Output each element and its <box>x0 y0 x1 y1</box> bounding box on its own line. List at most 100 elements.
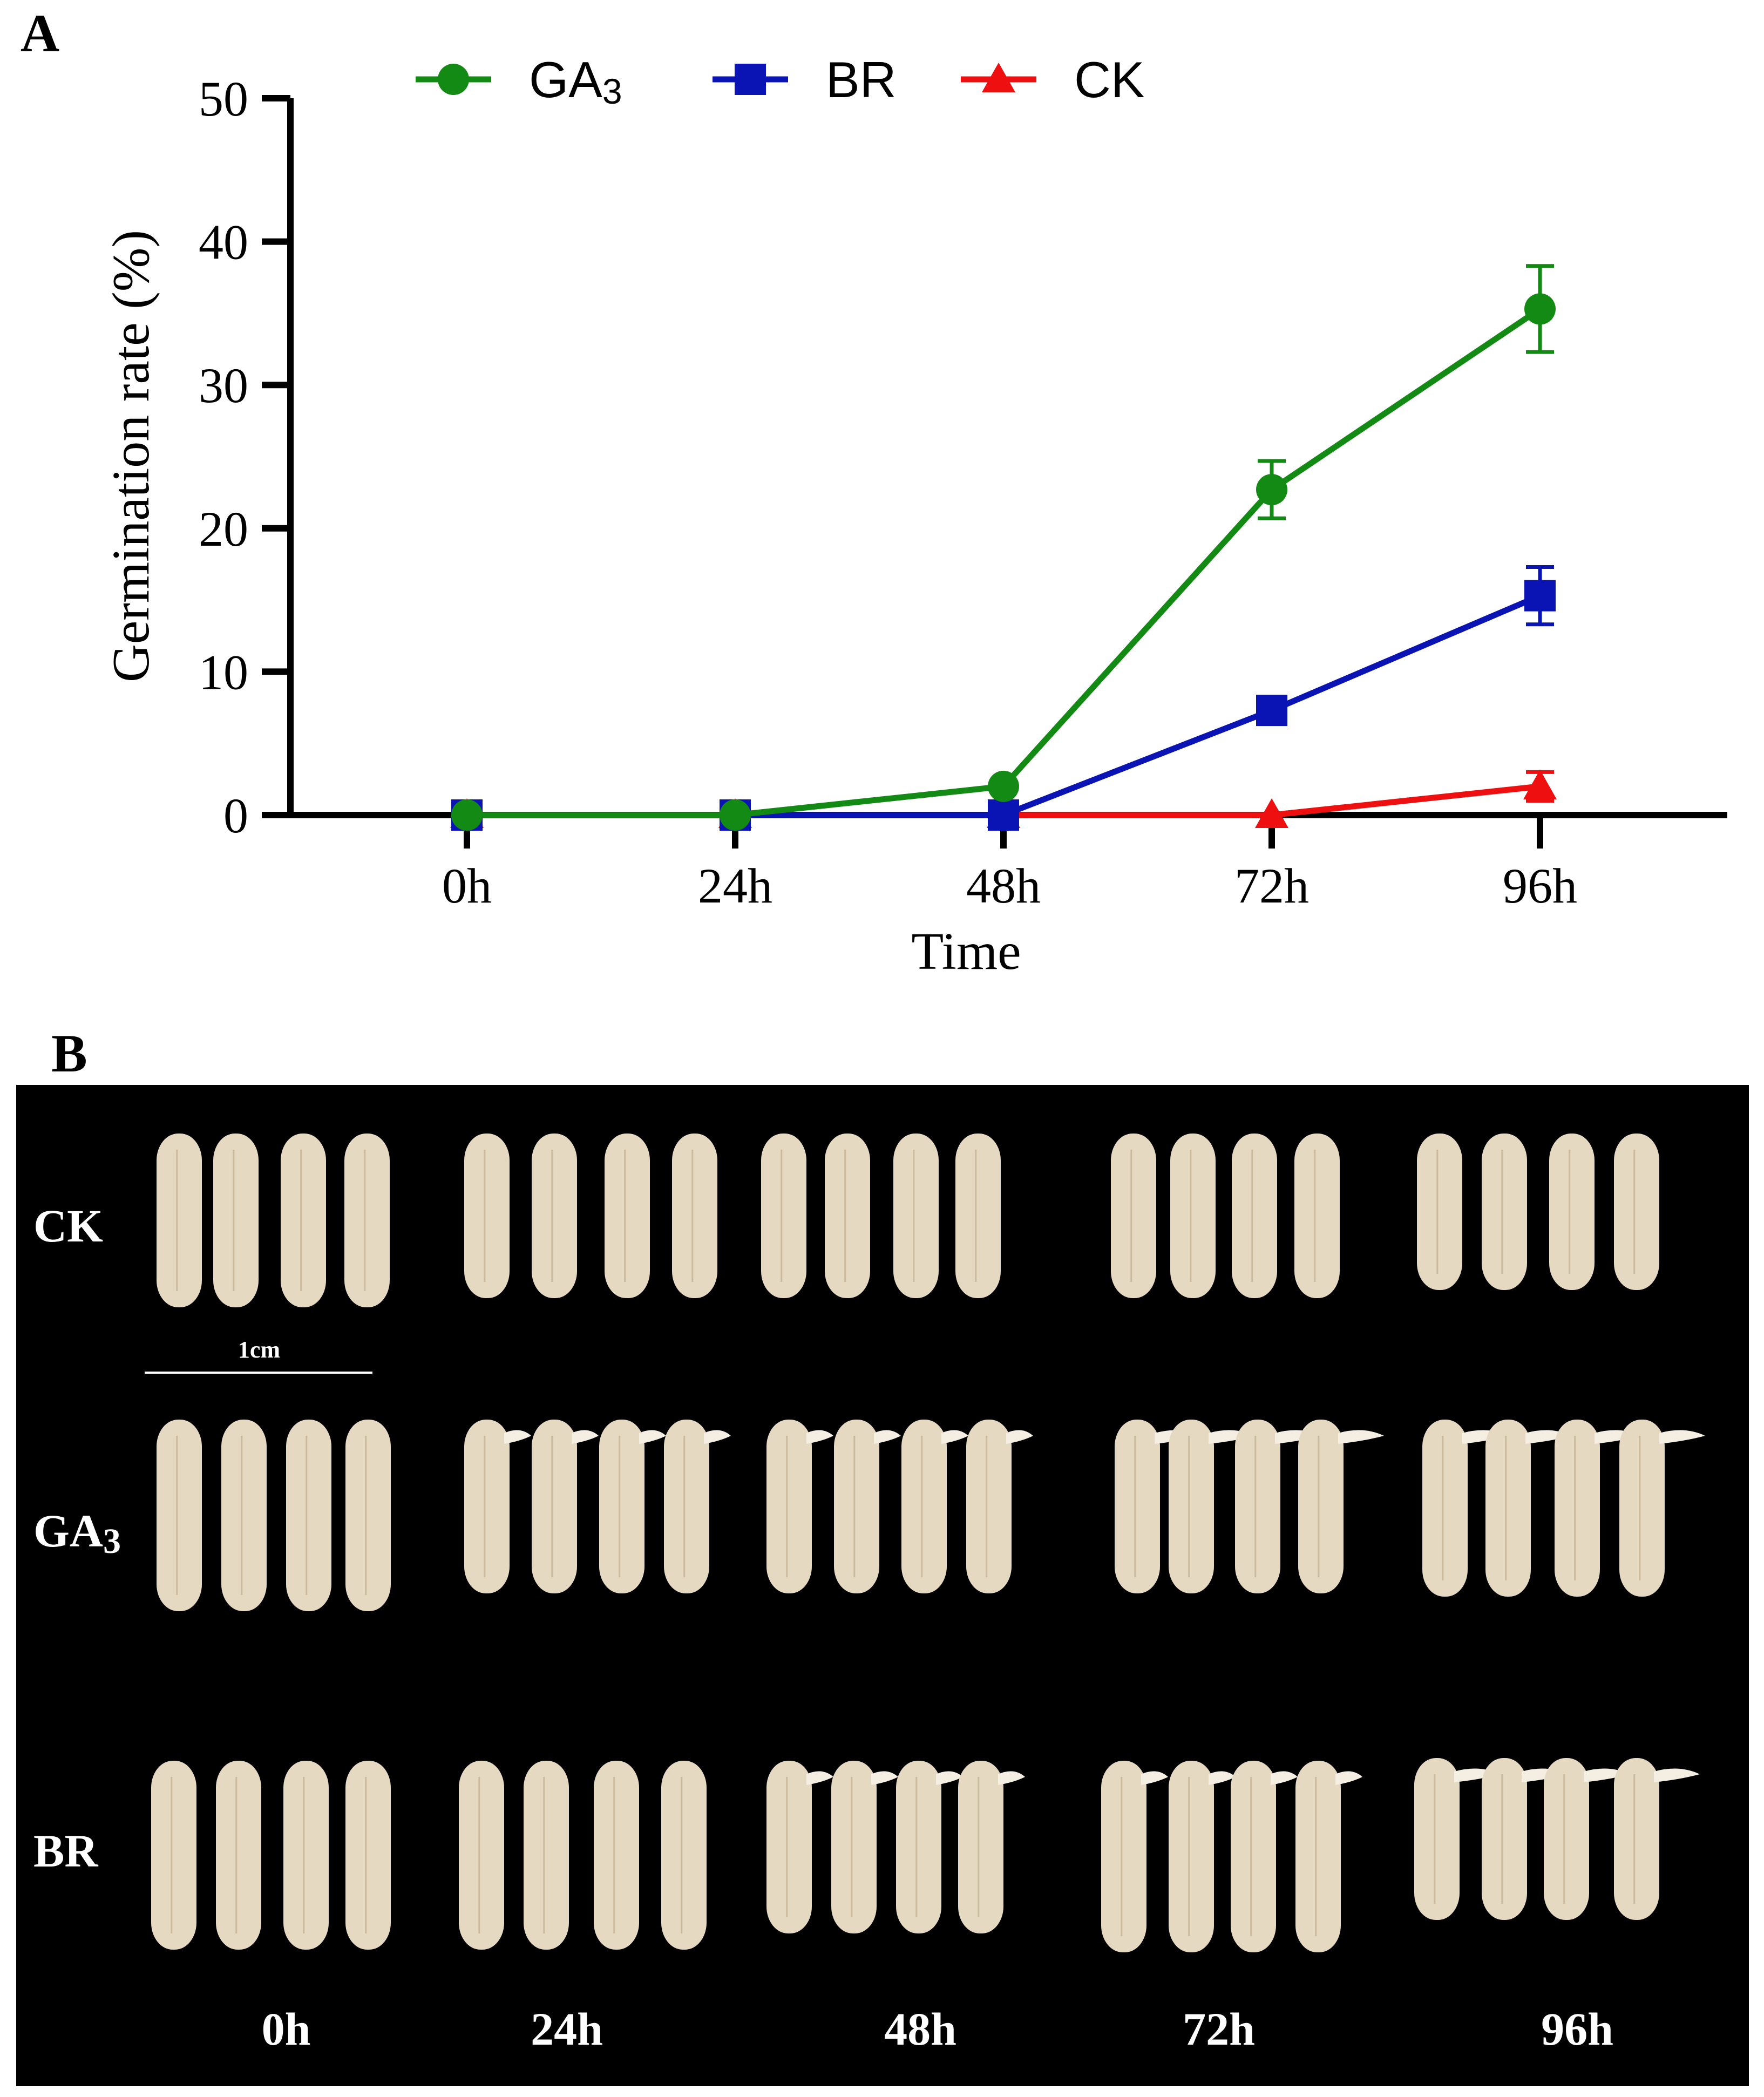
rice-grain <box>1614 1134 1659 1290</box>
grain-row-br <box>151 1758 1700 1952</box>
grain-body <box>1485 1420 1531 1597</box>
rice-grain <box>605 1134 650 1298</box>
legend-label-br-main: BR <box>826 51 897 108</box>
seed-photo-panel: CK GA3 BR 0h 24h 48h 72h 96h 1cm <box>16 1085 1749 2086</box>
rice-grain <box>345 1761 391 1950</box>
x-tick-label: 48h <box>966 858 1041 913</box>
grain-sprout <box>871 1771 898 1785</box>
x-tick-label: 24h <box>698 858 772 913</box>
time-label: 72h <box>1183 2003 1255 2055</box>
grain-body <box>213 1134 259 1307</box>
grain-body <box>524 1761 569 1950</box>
grain-sprout <box>1271 1771 1298 1785</box>
legend-label-ga3: GA3 <box>529 51 622 111</box>
x-tick-label: 0h <box>442 858 492 913</box>
grain-body <box>532 1134 577 1298</box>
grain-body <box>1115 1420 1160 1593</box>
rice-grain <box>966 1420 1033 1593</box>
rice-grain <box>464 1134 510 1298</box>
x-tick-label: 72h <box>1234 858 1309 913</box>
legend-label-ck: CK <box>1074 51 1145 108</box>
legend-item-ck: CK <box>961 51 1145 108</box>
grain-body <box>966 1420 1012 1593</box>
grain-body <box>216 1761 261 1950</box>
grain-body <box>286 1420 331 1611</box>
grain-body <box>1544 1758 1589 1920</box>
seed-grains <box>151 1134 1705 1952</box>
legend-item-br: BR <box>713 51 897 108</box>
rice-grain <box>151 1761 196 1950</box>
rice-grain <box>1101 1761 1168 1952</box>
legend-label-ga3-subscript: 3 <box>602 71 622 111</box>
grain-body <box>1235 1420 1280 1593</box>
rice-grain <box>459 1761 504 1950</box>
data-point-ga3 <box>451 799 483 831</box>
panel-b-label: B <box>51 1023 87 1083</box>
grain-body <box>825 1134 870 1298</box>
grain-body <box>958 1761 1003 1933</box>
grain-body <box>896 1761 941 1933</box>
grain-body <box>605 1134 650 1298</box>
grain-body <box>157 1420 202 1611</box>
grain-body <box>1298 1420 1344 1593</box>
rice-grain <box>1232 1134 1277 1298</box>
rice-grain <box>1295 1761 1362 1952</box>
treatment-row-labels: CK GA3 BR <box>33 1200 121 1877</box>
grain-body <box>599 1420 644 1593</box>
grain-body <box>955 1134 1001 1298</box>
grain-sprout <box>504 1430 531 1444</box>
rice-grain <box>958 1761 1025 1933</box>
grain-row-ck <box>157 1134 1659 1307</box>
grain-body <box>1295 1761 1341 1952</box>
grain-sprout <box>704 1430 731 1444</box>
rice-grain <box>664 1420 731 1593</box>
rice-grain <box>1614 1758 1700 1920</box>
grain-sprout <box>1006 1430 1033 1444</box>
data-point-br <box>988 799 1019 831</box>
rice-grain <box>286 1420 331 1611</box>
grain-body <box>1111 1134 1156 1298</box>
grain-sprout <box>874 1430 901 1444</box>
x-tick-label: 96h <box>1503 858 1577 913</box>
grain-sprout <box>941 1430 968 1444</box>
grain-body <box>1555 1420 1600 1597</box>
grain-body <box>1294 1134 1340 1298</box>
rice-grain <box>1298 1420 1384 1593</box>
rice-grain <box>661 1761 707 1950</box>
grain-sprout <box>1141 1771 1168 1785</box>
rice-grain <box>672 1134 717 1298</box>
grain-body <box>766 1761 812 1933</box>
row-label-1-subscript: 3 <box>103 1522 121 1561</box>
rice-grain <box>1544 1758 1630 1920</box>
rice-grain <box>594 1761 639 1950</box>
row-label-1: GA3 <box>33 1505 121 1561</box>
panel-a-label: A <box>21 3 59 63</box>
x-axis-title: Time <box>911 922 1021 981</box>
rice-grain <box>766 1761 833 1933</box>
grain-body <box>901 1420 947 1593</box>
grain-body <box>1482 1134 1527 1290</box>
time-label: 96h <box>1541 2003 1613 2055</box>
rice-grain <box>825 1134 870 1298</box>
data-point-ga3 <box>1256 474 1287 506</box>
grain-body <box>1231 1761 1276 1952</box>
grain-body <box>1614 1758 1659 1920</box>
time-label: 0h <box>262 2003 311 2055</box>
legend-marker-br <box>735 64 766 95</box>
rice-grain <box>216 1761 261 1950</box>
grain-sprout <box>806 1430 833 1444</box>
grain-body <box>1169 1761 1214 1952</box>
row-label-2: BR <box>33 1825 98 1877</box>
data-point-br <box>1256 695 1287 727</box>
row-label-1-main: GA <box>33 1505 103 1557</box>
grain-body <box>661 1761 707 1950</box>
y-axis-title: Germination rate (%) <box>102 230 160 682</box>
rice-grain <box>834 1420 901 1593</box>
rice-grain <box>761 1134 806 1298</box>
rice-grain <box>831 1761 898 1933</box>
grain-sprout <box>1335 1771 1362 1785</box>
grain-body <box>664 1420 709 1593</box>
grain-sprout <box>639 1430 666 1444</box>
grain-body <box>283 1761 329 1950</box>
